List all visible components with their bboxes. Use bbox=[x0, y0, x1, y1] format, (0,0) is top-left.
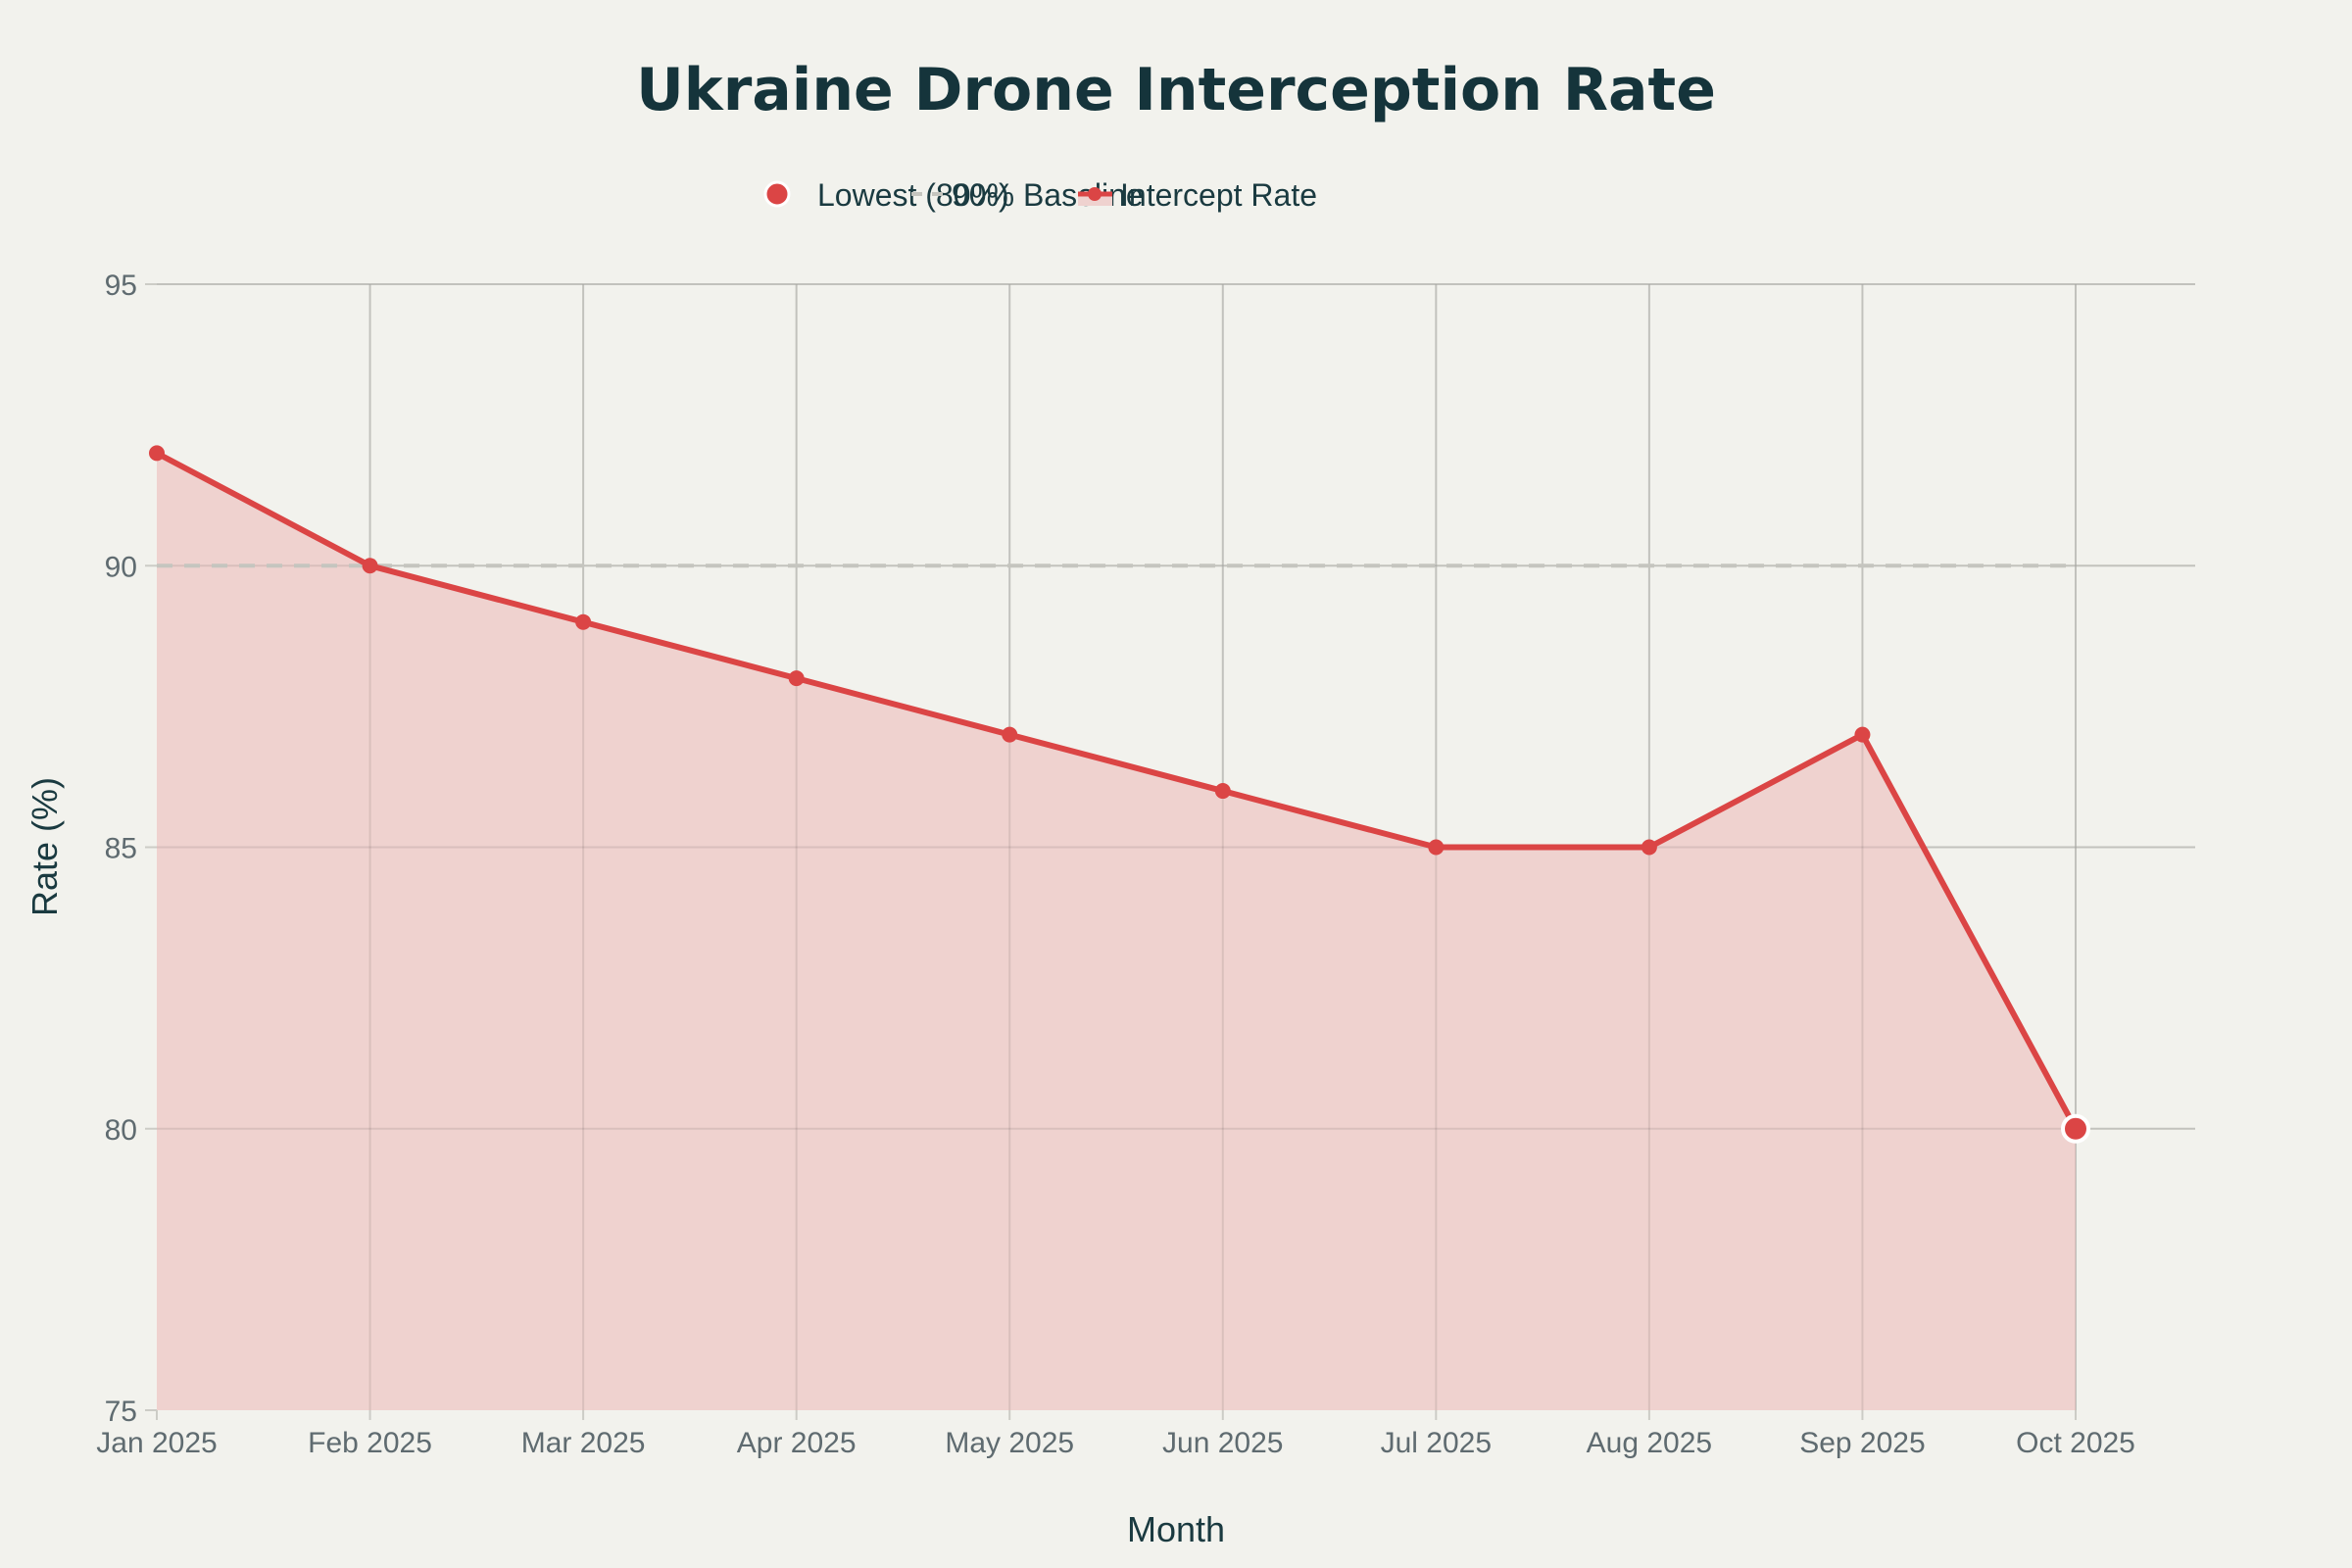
y-tick-label: 90 bbox=[105, 551, 137, 583]
y-tick-label: 80 bbox=[105, 1114, 137, 1147]
area-fill bbox=[157, 453, 2076, 1411]
data-point bbox=[1002, 726, 1018, 743]
data-point bbox=[149, 445, 165, 462]
x-axis-ticks: Jan 2025 Feb 2025 Mar 2025 Apr 2025 May 2025… bbox=[96, 1410, 2135, 1459]
data-point bbox=[1641, 839, 1657, 856]
y-axis-label: Rate (%) bbox=[24, 777, 65, 916]
legend-label-intercept-rate: Intercept Rate bbox=[1120, 177, 1317, 213]
x-tick-label: Oct 2025 bbox=[2016, 1427, 2135, 1459]
y-axis-ticks: 75 80 85 90 95 bbox=[105, 270, 157, 1428]
data-point bbox=[575, 613, 592, 630]
data-point bbox=[1214, 783, 1231, 800]
lowest-point-marker bbox=[2061, 1113, 2090, 1144]
chart-title: Ukraine Drone Interception Rate bbox=[636, 56, 1716, 124]
x-tick-label: Feb 2025 bbox=[308, 1427, 432, 1459]
x-tick-label: Aug 2025 bbox=[1587, 1427, 1712, 1459]
series-layer bbox=[149, 445, 2090, 1144]
x-tick-label: Mar 2025 bbox=[521, 1427, 646, 1459]
series-line bbox=[155, 450, 2079, 1131]
y-tick-label: 75 bbox=[105, 1396, 137, 1428]
data-point bbox=[1428, 839, 1445, 856]
y-tick-label: 85 bbox=[105, 833, 137, 865]
legend-item-intercept-rate[interactable]: Intercept Rate bbox=[1078, 177, 1317, 213]
data-point bbox=[362, 558, 378, 574]
data-point bbox=[1854, 726, 1871, 743]
area-layer bbox=[157, 453, 2076, 1411]
legend: Lowest (80%) 90% Baseline Intercept Rate bbox=[763, 177, 1317, 213]
x-tick-label: Jan 2025 bbox=[96, 1427, 217, 1459]
x-tick-label: May 2025 bbox=[945, 1427, 1074, 1459]
x-tick-label: Jun 2025 bbox=[1162, 1427, 1283, 1459]
legend-label-baseline: 90% Baseline bbox=[952, 177, 1144, 213]
x-axis-label: Month bbox=[1127, 1509, 1225, 1549]
data-point bbox=[788, 670, 805, 687]
x-tick-label: Jul 2025 bbox=[1381, 1427, 1492, 1459]
legend-marker-lowest bbox=[763, 180, 791, 208]
x-tick-label: Apr 2025 bbox=[737, 1427, 857, 1459]
legend-marker-dot bbox=[1088, 187, 1102, 201]
y-tick-label: 95 bbox=[105, 270, 137, 302]
x-tick-label: Sep 2025 bbox=[1799, 1427, 1925, 1459]
